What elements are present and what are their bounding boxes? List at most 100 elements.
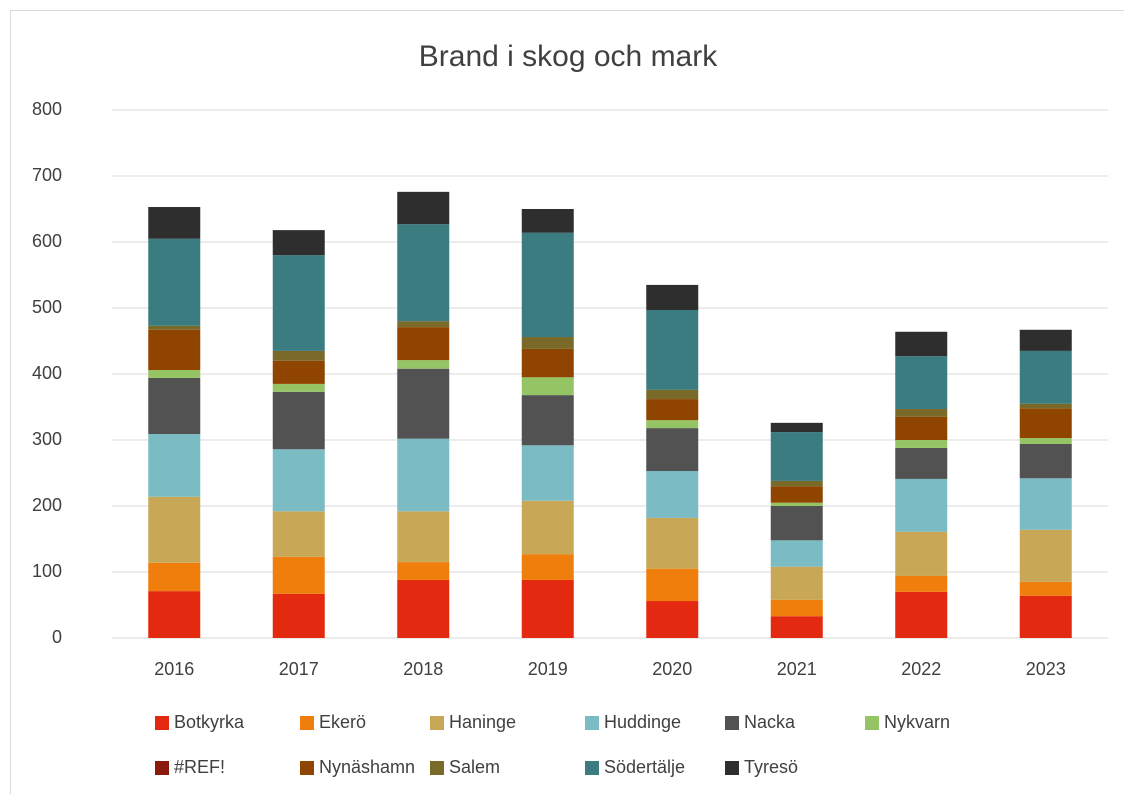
- legend-swatch: [300, 761, 314, 775]
- bar-segment: [148, 329, 201, 371]
- bar-segment: [770, 422, 823, 433]
- x-tick-label: 2018: [403, 659, 443, 679]
- bar-segment: [148, 207, 201, 239]
- bar-segment: [646, 420, 699, 429]
- legend-swatch: [155, 761, 169, 775]
- bar-segment: [1019, 595, 1072, 638]
- bar-segment: [272, 255, 325, 351]
- bar-segment: [397, 327, 450, 361]
- legend-swatch: [865, 716, 879, 730]
- y-tick-label: 600: [32, 231, 62, 251]
- bar-segment: [895, 591, 948, 638]
- y-tick-label: 200: [32, 495, 62, 515]
- bar-segment: [521, 579, 574, 638]
- bar-segment: [272, 383, 325, 392]
- legend-swatch: [430, 761, 444, 775]
- bar-segment: [148, 370, 201, 378]
- legend-label: Nykvarn: [884, 712, 950, 732]
- bar-segment: [272, 391, 325, 450]
- bar-segment: [397, 360, 450, 369]
- x-tick-label: 2016: [154, 659, 194, 679]
- legend-swatch: [725, 761, 739, 775]
- bar-segment: [770, 480, 823, 487]
- bar-segment: [1019, 403, 1072, 409]
- bar-segment: [646, 399, 699, 421]
- y-tick-label: 0: [52, 627, 62, 647]
- bar-segment: [397, 368, 450, 439]
- bar-segment: [148, 377, 201, 435]
- bar-segment: [397, 321, 450, 328]
- legend-label: #REF!: [174, 757, 225, 777]
- bar-segment: [148, 562, 201, 592]
- legend-label: Södertälje: [604, 757, 685, 777]
- bar-segment: [148, 325, 201, 330]
- legend-swatch: [725, 716, 739, 730]
- bar-segment: [646, 428, 699, 472]
- bar-segment: [148, 238, 201, 326]
- legend-swatch: [430, 716, 444, 730]
- bar-segment: [272, 511, 325, 557]
- legend-label: Huddinge: [604, 712, 681, 732]
- bar-segment: [646, 389, 699, 400]
- bar-segment: [770, 599, 823, 617]
- bar-segment: [1019, 408, 1072, 439]
- bar-segment: [646, 471, 699, 518]
- bar-segment: [148, 496, 201, 563]
- bar-segment: [895, 575, 948, 592]
- legend-label: Botkyrka: [174, 712, 245, 732]
- y-tick-label: 700: [32, 165, 62, 185]
- y-tick-label: 500: [32, 297, 62, 317]
- bar-segment: [521, 348, 574, 378]
- bar-segment: [521, 377, 574, 396]
- bar-segment: [646, 601, 699, 638]
- bar-segment: [770, 616, 823, 638]
- bar-segment: [895, 416, 948, 440]
- bar-segment: [895, 408, 948, 417]
- bar-segment: [895, 478, 948, 532]
- bar-segment: [646, 517, 699, 569]
- bar-segment: [646, 284, 699, 310]
- legend-swatch: [585, 761, 599, 775]
- x-tick-label: 2023: [1026, 659, 1066, 679]
- bar-segment: [770, 506, 823, 541]
- x-tick-label: 2021: [777, 659, 817, 679]
- y-tick-label: 400: [32, 363, 62, 383]
- bar-segment: [521, 554, 574, 580]
- bar-segment: [148, 591, 201, 638]
- bar-segment: [521, 209, 574, 233]
- legend-swatch: [585, 716, 599, 730]
- legend-label: Haninge: [449, 712, 516, 732]
- bar-segment: [646, 568, 699, 602]
- bar-segment: [895, 531, 948, 576]
- bar-segment: [521, 395, 574, 446]
- bar-segment: [1019, 478, 1072, 530]
- bar-segment: [272, 593, 325, 638]
- bar-segment: [1019, 581, 1072, 596]
- bar-segment: [1019, 438, 1072, 444]
- bar-segment: [272, 350, 325, 361]
- bar-segment: [521, 232, 574, 338]
- bar-segment: [397, 579, 450, 638]
- x-tick-label: 2019: [528, 659, 568, 679]
- x-tick-label: 2022: [901, 659, 941, 679]
- y-tick-label: 800: [32, 99, 62, 119]
- legend-label: Salem: [449, 757, 500, 777]
- bar-segment: [770, 540, 823, 567]
- bar-segment: [397, 511, 450, 563]
- bar-segment: [895, 447, 948, 479]
- legend-label: Ekerö: [319, 712, 366, 732]
- legend-label: Nynäshamn: [319, 757, 415, 777]
- bar-segment: [895, 440, 948, 448]
- bar-segment: [770, 486, 823, 503]
- bar-segment: [1019, 529, 1072, 582]
- bar-segment: [1019, 350, 1072, 404]
- legend-label: Nacka: [744, 712, 796, 732]
- legend-swatch: [300, 716, 314, 730]
- bar-segment: [646, 309, 699, 390]
- legend-swatch: [155, 716, 169, 730]
- y-tick-label: 300: [32, 429, 62, 449]
- bar-segment: [148, 434, 201, 497]
- bar-segment: [895, 331, 948, 357]
- x-tick-label: 2017: [279, 659, 319, 679]
